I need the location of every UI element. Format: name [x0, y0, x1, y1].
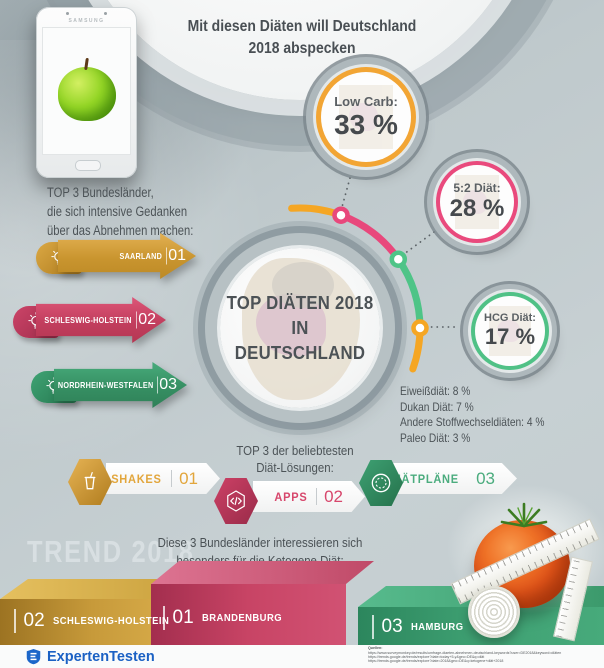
diet-circle-value: 33 % — [334, 108, 398, 140]
page-title: Mit diesen Diäten will Deutschland 2018 … — [158, 16, 446, 60]
solution-name: DIÄTPLÄNE — [389, 471, 460, 486]
podium-name: BRANDENBURG — [201, 612, 282, 624]
state-ribbon-saarland: SAARLAND 01 — [58, 233, 196, 279]
other-diets-list: Eiweißdiät: 8 % Dukan Diät: 7 % Andere S… — [400, 384, 544, 446]
label-divider — [14, 609, 16, 633]
other-diet-item: Paleo Diät: 3 % — [400, 430, 471, 445]
podium-label-brandenburg: 01 BRANDENBURG — [163, 606, 291, 630]
solution-rank: 01 — [179, 468, 198, 488]
podium-rank: 02 — [23, 610, 45, 631]
states-intro-line2: die sich intensive Gedanken — [47, 204, 188, 219]
center-title-line2: IN DEUTSCHLAND — [234, 317, 366, 363]
shake-cup-icon — [84, 472, 96, 490]
podium-rank: 03 — [381, 616, 403, 637]
state-ribbon-nordrhein-westfalen: NORDRHEIN-WESTFALEN 03 — [54, 362, 187, 408]
podium-name: HAMBURG — [410, 621, 464, 633]
solution-name: APPS — [274, 489, 308, 504]
footer-bar: ExpertenTesten Quellen: https://www.surv… — [0, 645, 604, 668]
solution-rank: 03 — [476, 468, 495, 488]
podium-pink-top — [151, 561, 374, 584]
states-intro-line1: TOP 3 Bundesländer, — [47, 185, 154, 200]
podium-gold-top — [0, 579, 196, 599]
solutions-intro-text: TOP 3 der beliebtesten Diät-Lösungen: — [207, 442, 383, 476]
other-diet-item: Andere Stoffwechseldiäten: 4 % — [400, 415, 545, 429]
germany-map-image — [242, 258, 360, 400]
solutions-intro-line1: TOP 3 der beliebtesten — [236, 443, 354, 458]
other-diet-item: Eiweißdiät: 8 % — [400, 384, 471, 398]
phone-home-button — [74, 160, 101, 171]
diet-circle-low-carb: Low Carb: 33 % — [321, 72, 411, 162]
solutions-intro-line2: Diät-Lösungen: — [256, 460, 334, 475]
state-rank: 03 — [159, 376, 177, 393]
ribbon-divider — [166, 247, 167, 265]
trend-subtitle-line1: Diese 3 Bundesländer interessieren sich — [157, 535, 363, 550]
measuring-tape-coil — [468, 586, 520, 638]
tomato-photo — [446, 484, 604, 650]
brand-name: ExpertenTesten — [47, 648, 155, 665]
state-rank: 01 — [168, 247, 186, 264]
state-rank: 02 — [138, 311, 156, 328]
diet-circle-hcg: HCG Diät: 17 % — [475, 296, 545, 366]
source-url: https://trends.google.de/trends/explore?… — [368, 654, 485, 660]
banner-divider — [316, 488, 318, 505]
solution-banner-apps: APPS 02 — [253, 481, 365, 512]
diet-circle-label: 5:2 Diät: — [453, 181, 501, 195]
center-title-line1: TOP DIÄTEN 2018 — [226, 292, 374, 313]
states-intro-line3: über das Abnehmen machen: — [47, 223, 194, 238]
germany-map-thumbnail — [339, 84, 393, 150]
brand-logo[interactable]: ExpertenTesten — [26, 648, 155, 665]
phone-screen — [42, 27, 131, 155]
label-divider — [163, 606, 165, 630]
podium-gold-front — [0, 599, 168, 646]
center-title: TOP DIÄTEN 2018 IN DEUTSCHLAND — [226, 291, 375, 366]
center-title-disc: TOP DIÄTEN 2018 IN DEUTSCHLAND — [220, 248, 380, 408]
states-intro-text: TOP 3 Bundesländer, die sich intensive G… — [47, 183, 193, 240]
phone-camera-dots — [66, 12, 69, 15]
diet-plate-icon — [371, 473, 391, 493]
source-url: https://www.surveymonkey.de/results/umfr… — [368, 650, 562, 656]
brand-shield-icon — [26, 649, 41, 665]
ribbon-divider — [157, 376, 158, 394]
tomato-stem-leaves — [500, 502, 548, 528]
green-apple-image — [57, 57, 116, 121]
ribbon-divider — [136, 311, 137, 329]
smartphone-image: SAMSUNG — [36, 7, 137, 178]
state-name: NORDRHEIN-WESTFALEN — [57, 380, 153, 390]
sources-block: Quellen: https://www.surveymonkey.de/res… — [368, 647, 584, 664]
page-title-line1: Mit diesen Diäten will Deutschland — [187, 18, 417, 35]
label-divider — [372, 615, 374, 639]
state-ribbon-schleswig-holstein: SCHLESWIG-HOLSTEIN 02 — [36, 297, 166, 343]
page-title-line2: 2018 abspecken — [248, 40, 356, 57]
diet-circle-value: 17 % — [484, 324, 536, 349]
podium-rank: 01 — [172, 607, 194, 628]
podium-name: SCHLESWIG-HOLSTEIN — [52, 615, 169, 627]
podium-label-hamburg: 03 HAMBURG — [372, 615, 469, 639]
podium-pink-front — [151, 584, 346, 646]
diet-circle-5-2: 5:2 Diät: 28 % — [440, 165, 514, 239]
source-url: https://trends.google.de/trends/explore?… — [368, 658, 504, 664]
diet-circle-label: Low Carb: — [334, 93, 398, 109]
trend-headline: TREND 2018 — [27, 534, 195, 569]
sources-label: Quellen: — [368, 646, 383, 651]
phone-brand-label: SAMSUNG — [68, 18, 105, 24]
banner-divider — [171, 470, 173, 487]
diet-circle-label: HCG Diät: — [484, 312, 536, 324]
solution-rank: 02 — [324, 486, 343, 506]
diet-circle-value: 28 % — [449, 195, 505, 222]
germany-map-thumbnail — [489, 305, 531, 357]
other-diet-item: Dukan Diät: 7 % — [400, 399, 474, 414]
podium-label-schleswig-holstein: 02 SCHLESWIG-HOLSTEIN — [14, 609, 182, 633]
solution-banner-shakes: SHAKES 01 — [106, 463, 220, 494]
code-app-icon — [227, 490, 245, 512]
germany-map-thumbnail — [454, 175, 500, 229]
state-name: SCHLESWIG-HOLSTEIN — [44, 315, 132, 325]
solution-name: SHAKES — [111, 471, 162, 486]
state-name: SAARLAND — [119, 251, 162, 261]
